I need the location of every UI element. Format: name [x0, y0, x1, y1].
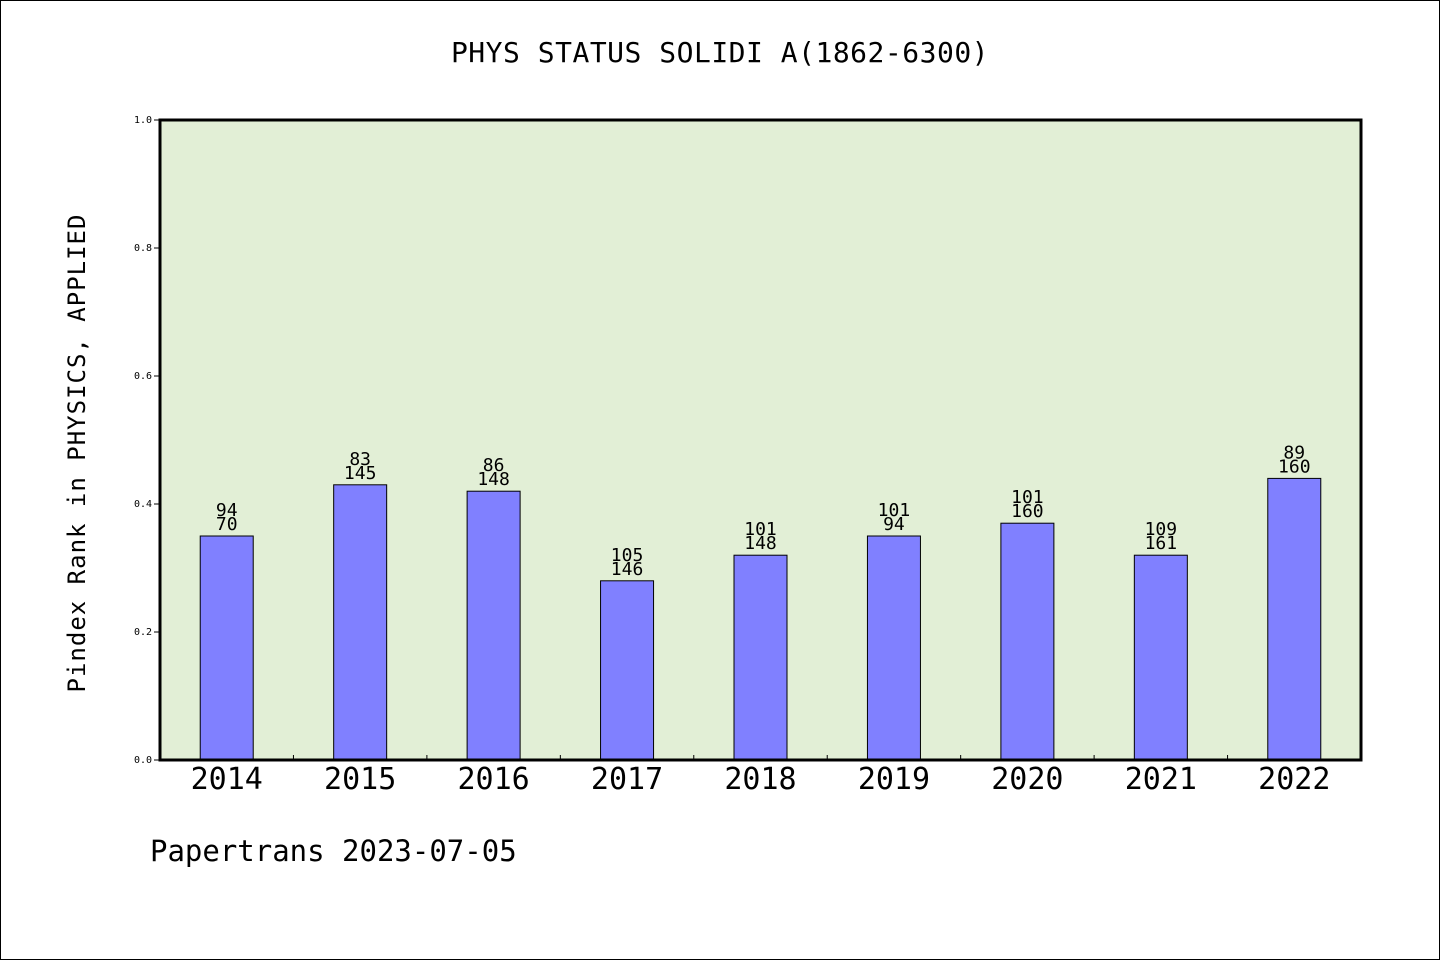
chart-title: PHYS STATUS SOLIDI A(1862-6300) — [450, 36, 990, 69]
y-axis-label: Pindex Rank in PHYSICS, APPLIED — [63, 213, 91, 693]
footer-text: Papertrans 2023-07-05 — [150, 834, 517, 868]
bar-2017 — [600, 580, 655, 761]
y-tick-label: 0.6 — [134, 371, 152, 382]
x-tick-label: 2021 — [1125, 762, 1197, 797]
y-tick-label: 0.4 — [134, 499, 152, 510]
bar-label-top: 101 — [1011, 487, 1044, 508]
bar-label-top: 105 — [611, 545, 644, 566]
x-tick-label: 2022 — [1258, 762, 1330, 797]
x-tick-label: 2018 — [724, 762, 796, 797]
y-tick-label: 1.0 — [134, 115, 152, 126]
bar-2019 — [866, 535, 921, 761]
bar-2021 — [1133, 554, 1188, 761]
x-tick-layer: 2014 2015 2016 2017 2018 2019 2020 2021 2022 — [191, 755, 1330, 797]
bar-label-top: 86 — [483, 455, 505, 476]
x-tick-label: 2020 — [991, 762, 1063, 797]
bar-label-top: 83 — [349, 449, 371, 470]
bar-label-top: 101 — [878, 500, 911, 521]
bar-label-bottom: 70 — [216, 514, 238, 535]
bar-label-bottom: 160 — [1011, 501, 1044, 522]
bar-label-bottom: 161 — [1145, 533, 1178, 554]
bar-label-top: 101 — [744, 519, 777, 540]
bar-2016 — [466, 490, 521, 761]
x-tick-label: 2015 — [324, 762, 396, 797]
bar-label-bottom: 94 — [883, 514, 905, 535]
bar-label-bottom: 148 — [744, 533, 777, 554]
y-tick-label: 0.8 — [134, 243, 152, 254]
bar-2015 — [333, 484, 388, 761]
y-tick-label: 0.0 — [134, 755, 152, 766]
bar-label-top: 109 — [1145, 519, 1178, 540]
plot-border — [158, 118, 1363, 762]
bar-label-top: 89 — [1283, 442, 1305, 463]
y-tick-label: 0.2 — [134, 627, 152, 638]
y-tick-layer: 0.0 0.2 0.4 0.6 0.8 1.0 — [134, 115, 160, 766]
bar-label-bottom: 146 — [611, 559, 644, 580]
x-tick-label: 2016 — [457, 762, 529, 797]
bar-label-top: 94 — [216, 500, 238, 521]
bar-label-bottom: 145 — [344, 463, 377, 484]
bars-layer — [199, 477, 1322, 761]
bar-2020 — [1000, 522, 1055, 761]
bar-2018 — [733, 554, 788, 761]
x-tick-label: 2019 — [858, 762, 930, 797]
x-tick-label: 2014 — [191, 762, 263, 797]
bar-label-bottom: 148 — [477, 469, 510, 490]
x-tick-label: 2017 — [591, 762, 663, 797]
bar-2022 — [1267, 477, 1322, 761]
bar-2014 — [199, 535, 254, 761]
bar-label-bottom: 160 — [1278, 456, 1311, 477]
